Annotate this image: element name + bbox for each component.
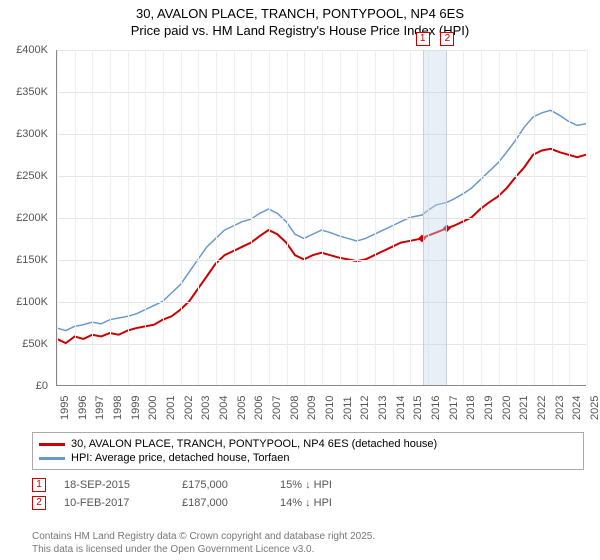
legend: 30, AVALON PLACE, TRANCH, PONTYPOOL, NP4…: [32, 432, 584, 512]
x-tick-label: 2001: [165, 396, 177, 420]
x-tick-label: 2011: [342, 396, 354, 420]
sale-period-band: [423, 50, 448, 385]
x-tick-label: 2020: [501, 396, 513, 420]
x-tick-label: 2013: [377, 396, 389, 420]
x-axis-labels: 1995 1996 1997 1998 1999 2000 2001 2002 2003 2004…: [56, 390, 586, 430]
sale-price: £175,000: [182, 479, 262, 491]
y-tick-label: £100K: [16, 296, 48, 308]
x-tick-label: 1995: [59, 396, 71, 420]
x-tick-label: 2000: [147, 396, 159, 420]
sale-row: 2 10-FEB-2017 £187,000 14% ↓ HPI: [32, 494, 584, 512]
y-tick-label: £200K: [16, 212, 48, 224]
sale-date: 10-FEB-2017: [64, 497, 164, 509]
sale-marker-label: 1: [416, 32, 430, 46]
x-tick-label: 2021: [518, 396, 530, 420]
x-tick-label: 2018: [465, 396, 477, 420]
footer-line2: This data is licensed under the Open Gov…: [32, 543, 375, 556]
sale-diff: 14% ↓ HPI: [280, 497, 360, 509]
sales-list: 1 18-SEP-2015 £175,000 15% ↓ HPI 2 10-FEB-201…: [32, 476, 584, 512]
x-tick-label: 2025: [589, 396, 600, 420]
chart-title: 30, AVALON PLACE, TRANCH, PONTYPOOL, NP4…: [0, 0, 600, 23]
sale-marker-label: 2: [440, 32, 454, 46]
x-tick-label: 2014: [395, 396, 407, 420]
sale-row: 1 18-SEP-2015 £175,000 15% ↓ HPI: [32, 476, 584, 494]
x-tick-label: 2002: [183, 396, 195, 420]
y-tick-label: £300K: [16, 128, 48, 140]
y-tick-label: £250K: [16, 170, 48, 182]
chart-subtitle: Price paid vs. HM Land Registry's House …: [0, 23, 600, 46]
legend-label: 30, AVALON PLACE, TRANCH, PONTYPOOL, NP4…: [71, 438, 437, 450]
sale-row-marker: 1: [32, 478, 46, 492]
legend-row: 30, AVALON PLACE, TRANCH, PONTYPOOL, NP4…: [39, 437, 577, 451]
x-tick-label: 2006: [253, 396, 265, 420]
x-tick-label: 2023: [554, 396, 566, 420]
x-tick-label: 2016: [430, 396, 442, 420]
y-axis-labels: £0£50K£100K£150K£200K£250K£300K£350K£400…: [0, 50, 52, 386]
footer-line1: Contains HM Land Registry data © Crown c…: [32, 530, 375, 543]
x-tick-label: 2005: [236, 396, 248, 420]
sale-price: £187,000: [182, 497, 262, 509]
y-tick-label: £150K: [16, 254, 48, 266]
legend-row: HPI: Average price, detached house, Torf…: [39, 451, 577, 465]
x-tick-label: 2012: [359, 396, 371, 420]
x-tick-label: 2010: [324, 396, 336, 420]
y-tick-label: £50K: [22, 338, 48, 350]
x-tick-label: 2019: [483, 396, 495, 420]
sale-date: 18-SEP-2015: [64, 479, 164, 491]
footer: Contains HM Land Registry data © Crown c…: [32, 530, 375, 556]
chart-plot-area: 12: [56, 50, 586, 386]
x-tick-label: 1999: [130, 396, 142, 420]
x-tick-label: 2004: [218, 396, 230, 420]
sale-diff: 15% ↓ HPI: [280, 479, 360, 491]
x-tick-label: 2007: [271, 396, 283, 420]
x-tick-label: 2009: [306, 396, 318, 420]
x-tick-label: 1996: [77, 396, 89, 420]
x-tick-label: 2015: [412, 396, 424, 420]
x-tick-label: 2003: [200, 396, 212, 420]
x-tick-label: 1998: [112, 396, 124, 420]
x-tick-label: 2024: [571, 396, 583, 420]
legend-box: 30, AVALON PLACE, TRANCH, PONTYPOOL, NP4…: [32, 432, 584, 470]
y-tick-label: £0: [36, 380, 48, 392]
legend-swatch: [39, 443, 65, 446]
x-tick-label: 2008: [289, 396, 301, 420]
legend-label: HPI: Average price, detached house, Torf…: [71, 452, 290, 464]
y-tick-label: £350K: [16, 86, 48, 98]
x-tick-label: 1997: [94, 396, 106, 420]
x-tick-label: 2017: [448, 396, 460, 420]
x-tick-label: 2022: [536, 396, 548, 420]
sale-row-marker: 2: [32, 496, 46, 510]
legend-swatch: [39, 457, 65, 460]
y-tick-label: £400K: [16, 44, 48, 56]
